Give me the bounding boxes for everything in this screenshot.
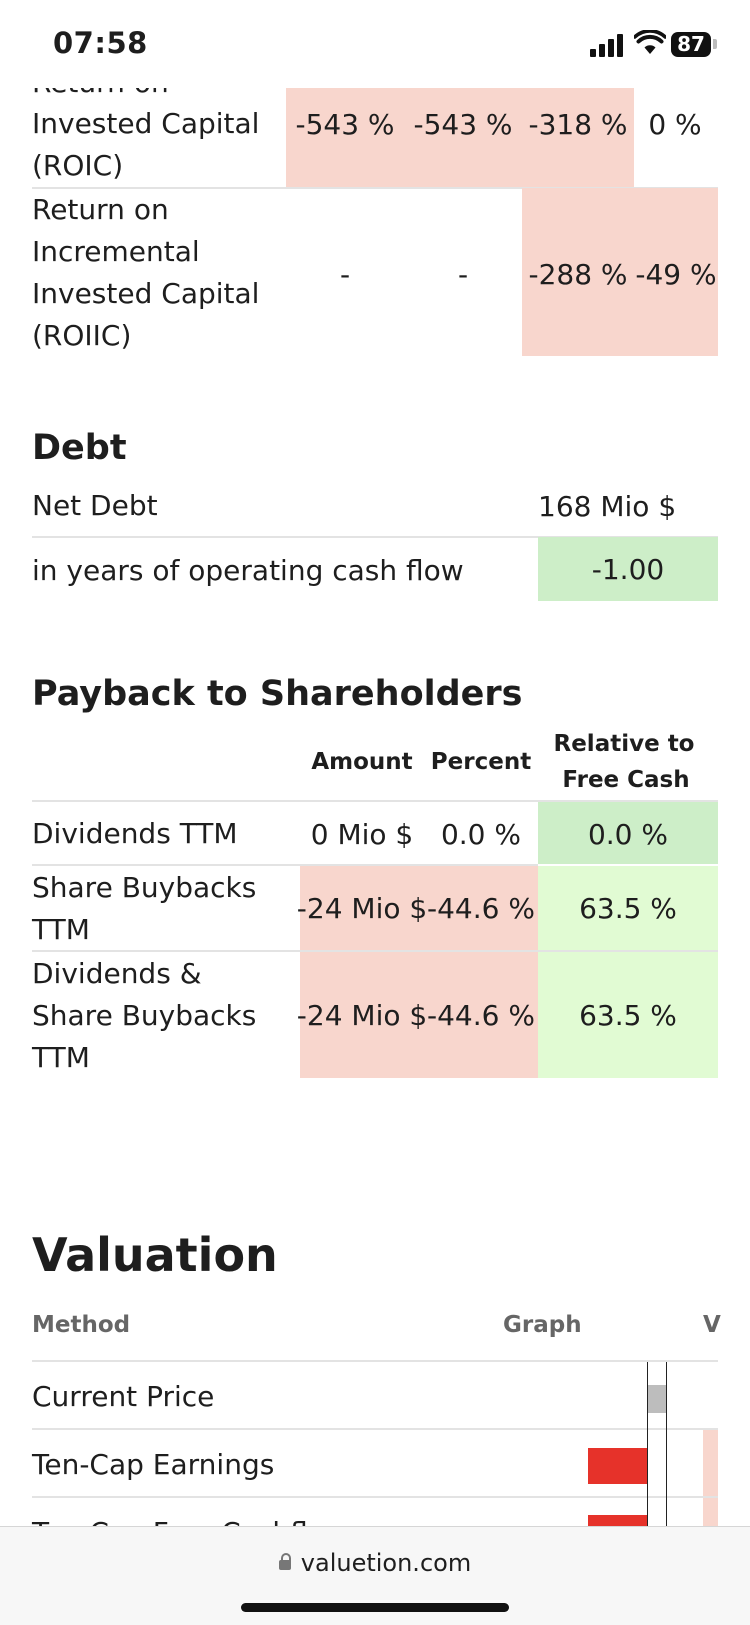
roic-value-3: -318 % <box>528 107 628 141</box>
total-payback-relative: 63.5 % <box>579 998 677 1032</box>
valuation-title: Valuation <box>32 1228 278 1282</box>
header-graph: Graph <box>503 1312 582 1338</box>
row-divider <box>32 187 718 189</box>
total-payback-amount: -24 Mio $ <box>296 998 428 1032</box>
buybacks-amount: -24 Mio $ <box>296 891 428 925</box>
net-debt-value: 168 Mio $ <box>538 489 677 523</box>
years-of-cash-flow-value: -1.00 <box>591 552 665 586</box>
ten-cap-earnings-value-highlight <box>703 1430 718 1496</box>
row-divider <box>32 536 718 538</box>
buybacks-relative-highlight <box>538 866 718 950</box>
total-payback-relative-highlight <box>538 952 718 1078</box>
ten-cap-earnings-bar <box>588 1448 648 1484</box>
clock: 07:58 <box>53 26 148 60</box>
header-relative-line1: Relative to <box>553 731 695 757</box>
roiic-label-line4: (ROIIC) <box>32 319 132 352</box>
lock-icon <box>278 1553 291 1570</box>
url-display[interactable]: valuetion.com <box>0 1549 750 1577</box>
debt-title: Debt <box>32 428 127 468</box>
roic-label-line1: Invested Capital <box>32 107 260 140</box>
years-of-cash-flow-label: in years of operating cash flow <box>32 554 464 587</box>
roiic-value-1: - <box>339 257 351 291</box>
status-bar: 07:58 87 <box>0 0 750 88</box>
total-payback-label-line2: Share Buybacks <box>32 999 257 1032</box>
battery-icon: 87 <box>671 32 711 57</box>
header-amount: Amount <box>311 749 413 775</box>
roiic-value-2: - <box>457 257 469 291</box>
current-price-bar <box>648 1385 666 1413</box>
buybacks-label-line2: TTM <box>32 913 90 946</box>
header-percent: Percent <box>430 749 532 775</box>
roiic-value-4: -49 % <box>635 257 717 291</box>
wifi-icon <box>634 30 666 54</box>
roic-label-line2: (ROIC) <box>32 149 124 182</box>
buybacks-percent: -44.6 % <box>427 891 535 925</box>
price-reference-line-right <box>666 1362 667 1526</box>
url-text: valuetion.com <box>300 1549 472 1577</box>
roiic-highlight <box>522 188 718 356</box>
buybacks-relative: 63.5 % <box>579 891 677 925</box>
row-divider <box>32 1496 718 1498</box>
buybacks-highlight <box>300 866 538 950</box>
buybacks-label-line1: Share Buybacks <box>32 871 257 904</box>
roiic-label-line2: Incremental <box>32 235 200 268</box>
row-divider <box>32 1360 718 1362</box>
roic-value-4: 0 % <box>648 107 702 141</box>
dividends-ttm-label: Dividends TTM <box>32 817 238 850</box>
roiic-label-line3: Invested Capital <box>32 277 260 310</box>
total-payback-highlight <box>300 952 538 1078</box>
browser-address-bar[interactable]: valuetion.com <box>0 1526 750 1625</box>
dividends-ttm-relative: 0.0 % <box>587 817 669 851</box>
roiic-label-line1: Return on <box>32 193 169 226</box>
battery-cap <box>713 39 717 49</box>
row-divider <box>32 864 538 866</box>
row-divider <box>32 950 718 952</box>
payback-title: Payback to Shareholders <box>32 674 523 714</box>
years-highlight <box>538 537 718 601</box>
ten-cap-earnings-label: Ten-Cap Earnings <box>32 1448 275 1481</box>
current-price-label: Current Price <box>32 1380 215 1413</box>
total-payback-label-line1: Dividends & <box>32 957 202 990</box>
total-payback-percent: -44.6 % <box>427 998 535 1032</box>
net-debt-label: Net Debt <box>32 489 158 522</box>
total-payback-label-line3: TTM <box>32 1041 90 1074</box>
price-reference-line-left <box>647 1362 648 1526</box>
roic-value-1: -543 % <box>295 107 395 141</box>
header-value-partial: V <box>703 1312 721 1338</box>
row-divider <box>32 800 718 802</box>
dividends-relative-highlight <box>538 802 718 864</box>
cellular-signal-icon <box>590 33 630 57</box>
home-indicator[interactable] <box>241 1603 509 1612</box>
roiic-value-3: -288 % <box>528 257 628 291</box>
roic-highlight <box>286 88 634 188</box>
dividends-ttm-amount: 0 Mio $ <box>310 817 414 851</box>
row-divider <box>32 1428 718 1430</box>
ten-cap-fcf-value-highlight <box>703 1498 718 1528</box>
header-method: Method <box>32 1312 131 1338</box>
roic-value-2: -543 % <box>413 107 513 141</box>
ten-cap-fcf-bar <box>588 1515 648 1529</box>
dividends-ttm-percent: 0.0 % <box>440 817 522 851</box>
